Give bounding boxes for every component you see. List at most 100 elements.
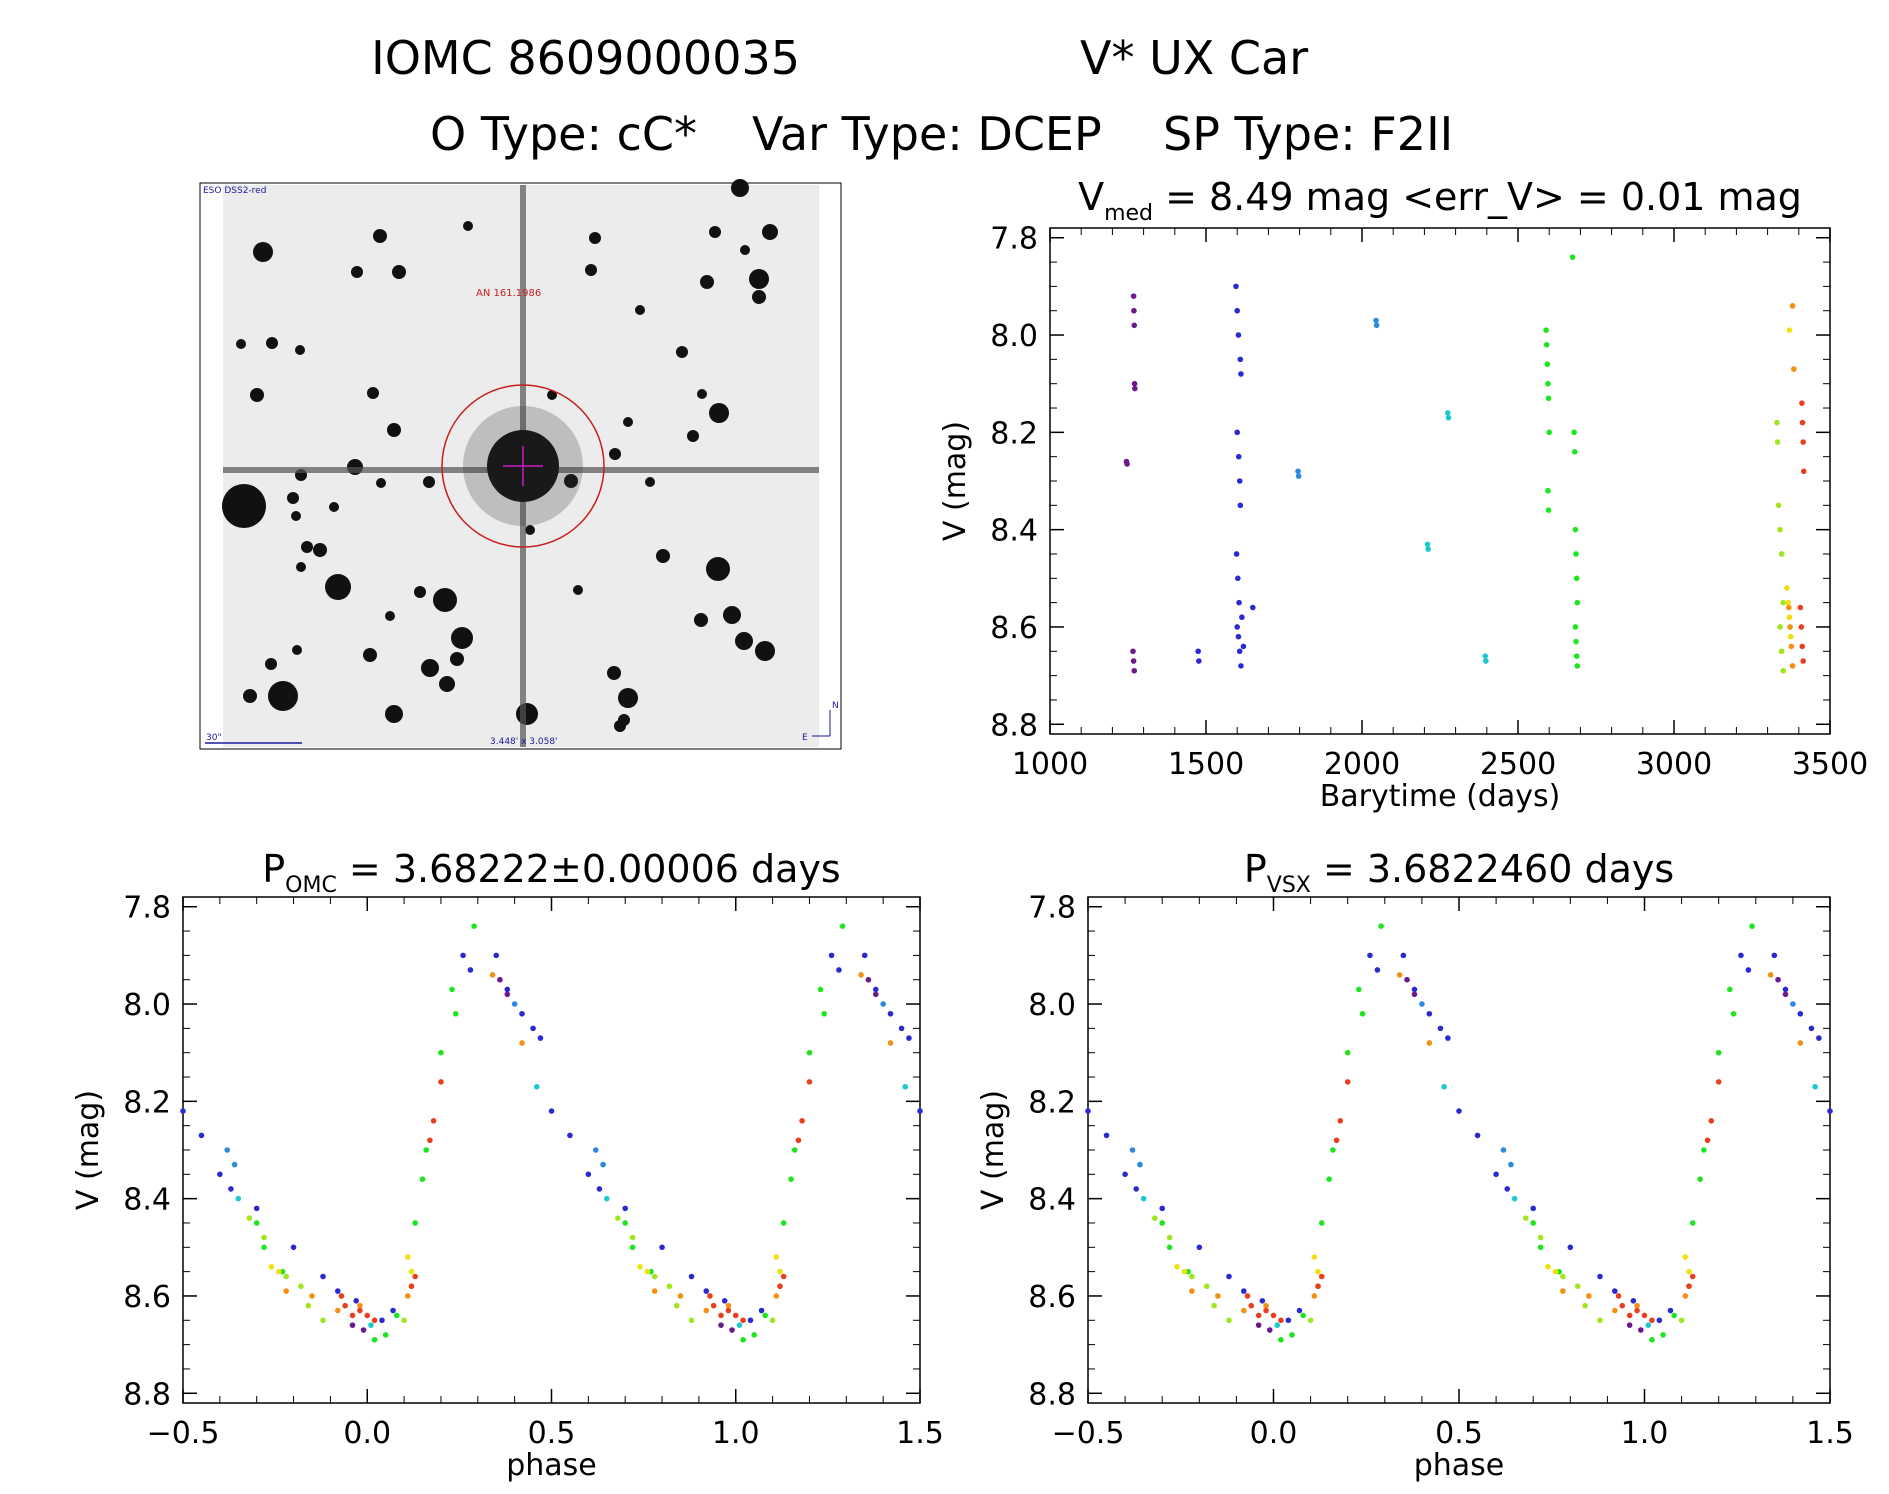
data-point bbox=[1411, 991, 1418, 998]
background-star bbox=[236, 339, 246, 349]
data-point bbox=[1571, 449, 1578, 455]
data-point bbox=[898, 1025, 905, 1032]
background-star bbox=[250, 388, 264, 402]
data-point bbox=[1504, 1186, 1511, 1192]
compass-east-label: E bbox=[802, 733, 808, 743]
data-point bbox=[1359, 1010, 1366, 1017]
background-star bbox=[423, 476, 435, 488]
data-point bbox=[1634, 1307, 1640, 1314]
data-point bbox=[1234, 429, 1240, 436]
data-point bbox=[721, 1298, 728, 1304]
x-tick-label: 1000 bbox=[1012, 747, 1088, 782]
data-point bbox=[1780, 599, 1786, 606]
x-tick-label: 1.0 bbox=[712, 1416, 760, 1451]
data-point bbox=[1270, 1312, 1277, 1319]
data-point bbox=[637, 1263, 643, 1270]
data-point bbox=[412, 1273, 418, 1280]
data-point bbox=[342, 1302, 348, 1309]
data-point bbox=[592, 1147, 599, 1153]
data-point bbox=[615, 1215, 621, 1221]
data-point bbox=[290, 1244, 297, 1251]
data-point bbox=[1130, 648, 1136, 655]
data-point bbox=[710, 1302, 717, 1309]
data-point bbox=[1799, 643, 1806, 650]
y-tick-label: 7.8 bbox=[1028, 891, 1076, 926]
y-tick-label: 7.8 bbox=[990, 222, 1038, 257]
chart-phase-vsx: PVSX = 3.6822460 days −0.5 0.0 0.5 1.0 1.5 7.8… bbox=[976, 847, 1854, 1483]
data-point bbox=[1786, 327, 1793, 333]
data-point bbox=[1129, 1147, 1136, 1153]
target-label: AN 161.1986 bbox=[476, 288, 541, 299]
data-point bbox=[1373, 322, 1380, 329]
data-point bbox=[1800, 468, 1807, 475]
header-vartype: Var Type: DCEP bbox=[752, 107, 1102, 161]
data-point bbox=[1137, 1161, 1143, 1168]
data-point bbox=[1255, 1322, 1262, 1328]
data-point bbox=[673, 1302, 680, 1309]
data-point bbox=[1626, 1312, 1633, 1319]
data-point bbox=[1545, 380, 1551, 387]
data-point bbox=[1266, 1327, 1273, 1333]
data-point bbox=[198, 1132, 205, 1139]
data-point bbox=[773, 1293, 780, 1299]
data-point bbox=[1474, 1132, 1481, 1139]
data-point bbox=[1131, 322, 1138, 329]
data-point bbox=[467, 967, 474, 973]
data-point bbox=[427, 1137, 433, 1144]
data-point bbox=[261, 1234, 267, 1241]
data-point bbox=[412, 1220, 418, 1226]
data-point bbox=[1778, 551, 1785, 557]
data-point bbox=[817, 986, 824, 993]
data-point bbox=[283, 1273, 289, 1280]
y-tick-label: 8.0 bbox=[990, 319, 1038, 354]
data-point bbox=[1263, 1302, 1269, 1309]
data-point bbox=[1784, 585, 1790, 591]
chart-light-curve: Vmed = 8.49 mag <err_V> = 0.01 mag 1000 15… bbox=[938, 175, 1868, 814]
data-point bbox=[504, 991, 511, 998]
data-point bbox=[1626, 1322, 1633, 1328]
data-point bbox=[839, 923, 846, 929]
data-point bbox=[651, 1273, 658, 1280]
data-point bbox=[419, 1176, 426, 1182]
data-point bbox=[861, 952, 868, 959]
data-point bbox=[1749, 923, 1755, 929]
data-point bbox=[1456, 1108, 1462, 1114]
y-tick-label: 8.6 bbox=[990, 611, 1038, 646]
background-star bbox=[749, 269, 769, 289]
data-point bbox=[872, 986, 879, 993]
data-point bbox=[1311, 1254, 1318, 1260]
data-point bbox=[393, 1312, 400, 1319]
data-point bbox=[1511, 1195, 1518, 1202]
y-tick-label: 8.8 bbox=[1028, 1377, 1076, 1412]
data-point bbox=[736, 1322, 743, 1328]
data-point bbox=[777, 1283, 783, 1290]
y-tick-label: 8.2 bbox=[123, 1085, 171, 1120]
data-point bbox=[769, 1317, 776, 1324]
data-point bbox=[1344, 1049, 1351, 1056]
data-point bbox=[600, 1161, 606, 1168]
data-point bbox=[268, 1263, 275, 1270]
data-point bbox=[404, 1293, 411, 1299]
data-point bbox=[471, 923, 477, 929]
data-point bbox=[1508, 1161, 1514, 1168]
background-star bbox=[295, 345, 305, 355]
data-point bbox=[821, 1010, 827, 1017]
data-point bbox=[320, 1273, 326, 1280]
data-point bbox=[1131, 307, 1137, 314]
data-point bbox=[902, 1083, 909, 1090]
data-point bbox=[1686, 1283, 1692, 1290]
data-point bbox=[1241, 1288, 1247, 1294]
data-point bbox=[338, 1293, 345, 1299]
background-star bbox=[376, 478, 386, 488]
data-point bbox=[703, 1288, 710, 1294]
data-point bbox=[1560, 1273, 1566, 1280]
background-star bbox=[433, 588, 457, 612]
data-point bbox=[357, 1307, 363, 1314]
data-point bbox=[1396, 972, 1403, 978]
data-point bbox=[1785, 599, 1791, 606]
x-axis-label: phase bbox=[1414, 1448, 1505, 1483]
data-point bbox=[1132, 385, 1138, 392]
data-point bbox=[917, 1108, 923, 1114]
data-point bbox=[1130, 658, 1137, 664]
data-point bbox=[1775, 502, 1782, 509]
